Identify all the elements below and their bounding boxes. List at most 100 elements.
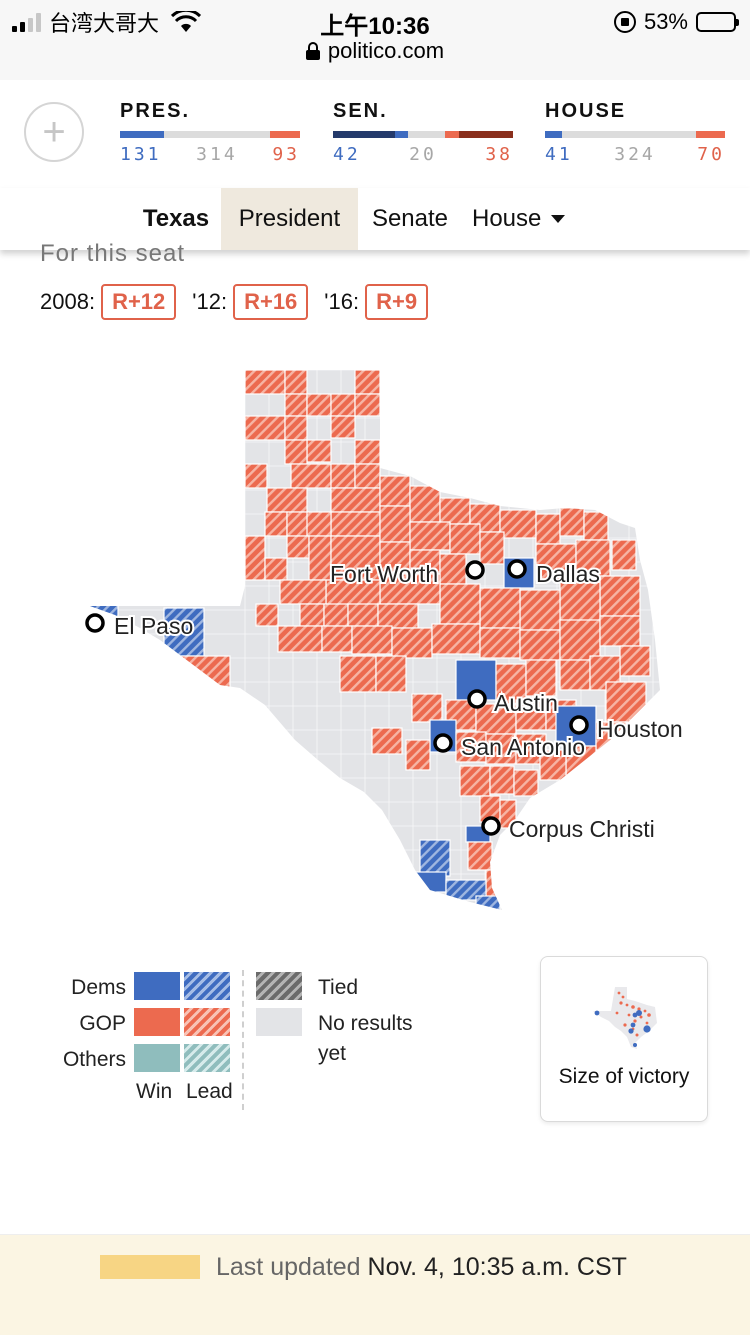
address-bar[interactable]: politico.com <box>0 38 750 64</box>
county[interactable] <box>323 603 349 627</box>
city-dallas[interactable]: Dallas <box>507 559 602 589</box>
county[interactable] <box>330 463 356 489</box>
county[interactable] <box>354 393 381 417</box>
county[interactable] <box>475 895 501 912</box>
county[interactable] <box>377 603 419 629</box>
county[interactable] <box>611 539 637 571</box>
county[interactable] <box>306 439 332 463</box>
county[interactable] <box>559 507 585 537</box>
county[interactable] <box>467 841 493 871</box>
county[interactable] <box>409 521 451 551</box>
county[interactable] <box>415 871 447 893</box>
county[interactable] <box>264 557 288 581</box>
county[interactable] <box>519 589 561 631</box>
county[interactable] <box>459 765 491 797</box>
county[interactable] <box>499 509 537 539</box>
county[interactable] <box>163 655 231 689</box>
county[interactable] <box>284 370 308 395</box>
county[interactable] <box>371 727 403 755</box>
county[interactable] <box>445 879 487 901</box>
county[interactable] <box>439 583 481 625</box>
county[interactable] <box>284 393 308 417</box>
county[interactable] <box>449 523 481 555</box>
county[interactable] <box>391 627 433 659</box>
county[interactable] <box>455 731 487 763</box>
add-button[interactable]: + <box>24 102 84 162</box>
county[interactable] <box>255 603 279 627</box>
county[interactable] <box>339 655 377 693</box>
county[interactable] <box>244 370 286 395</box>
county[interactable] <box>599 575 641 617</box>
county[interactable] <box>306 393 332 417</box>
city-corpus-christi[interactable]: Corpus Christi <box>481 814 657 844</box>
county[interactable] <box>619 645 651 677</box>
county[interactable] <box>306 511 332 537</box>
county[interactable] <box>279 579 327 605</box>
county[interactable] <box>284 439 308 465</box>
city-austin[interactable]: Austin <box>467 688 560 718</box>
county[interactable] <box>513 769 539 797</box>
county[interactable] <box>583 511 609 541</box>
county[interactable] <box>330 487 381 513</box>
county[interactable] <box>599 615 641 647</box>
county[interactable] <box>489 765 515 795</box>
county[interactable] <box>244 415 286 441</box>
county[interactable] <box>277 625 323 653</box>
county[interactable] <box>286 511 310 537</box>
county[interactable] <box>290 463 332 489</box>
county[interactable] <box>519 629 561 661</box>
county[interactable] <box>539 749 567 781</box>
county[interactable] <box>330 535 381 581</box>
county[interactable] <box>321 625 353 653</box>
tab-senate[interactable]: Senate <box>371 205 449 232</box>
county[interactable] <box>525 659 557 697</box>
city-san-antonio[interactable]: San Antonio <box>433 732 587 762</box>
county[interactable] <box>559 659 591 691</box>
county[interactable] <box>479 627 521 659</box>
texas-county-map[interactable]: Fort Worth Dallas El Paso Austin Houston… <box>0 360 750 920</box>
county[interactable] <box>479 531 505 565</box>
county[interactable] <box>479 587 521 629</box>
county[interactable] <box>308 535 332 581</box>
county[interactable] <box>286 535 310 559</box>
county[interactable] <box>411 693 443 723</box>
tab-president[interactable]: President <box>221 188 358 250</box>
race-president[interactable]: PRES. 131 314 93 <box>120 100 300 165</box>
county[interactable] <box>244 535 266 581</box>
county[interactable] <box>439 497 471 525</box>
county[interactable] <box>354 370 381 395</box>
county[interactable] <box>351 625 393 655</box>
county[interactable] <box>559 581 601 623</box>
county[interactable] <box>419 839 451 877</box>
race-house[interactable]: HOUSE 41 324 70 <box>545 100 725 165</box>
city-el-paso[interactable]: El Paso <box>85 611 195 641</box>
county[interactable] <box>299 603 325 627</box>
county[interactable] <box>535 513 561 545</box>
race-senate[interactable]: SEN. 42 20 38 <box>333 100 513 165</box>
county[interactable] <box>347 603 379 627</box>
county[interactable] <box>375 655 407 693</box>
county[interactable] <box>575 539 611 577</box>
size-of-victory-button[interactable]: Size of victory <box>540 956 708 1122</box>
county[interactable] <box>405 739 431 771</box>
county[interactable] <box>284 415 308 441</box>
county[interactable] <box>559 619 601 661</box>
tab-state[interactable]: Texas <box>142 205 210 232</box>
city-fort-worth[interactable]: Fort Worth <box>328 559 485 589</box>
county[interactable] <box>266 487 308 513</box>
county[interactable] <box>409 485 441 523</box>
county[interactable] <box>354 463 381 489</box>
county[interactable] <box>354 439 381 465</box>
county[interactable] <box>379 505 411 543</box>
county[interactable] <box>379 573 441 605</box>
county[interactable] <box>330 415 356 439</box>
county[interactable] <box>330 511 381 537</box>
county[interactable] <box>535 543 577 581</box>
tab-house[interactable]: House <box>472 188 582 250</box>
county[interactable] <box>264 511 288 537</box>
county[interactable] <box>379 475 411 507</box>
county[interactable] <box>244 463 268 489</box>
county[interactable] <box>330 393 356 417</box>
county[interactable] <box>439 553 467 585</box>
city-houston[interactable]: Houston <box>569 714 685 744</box>
